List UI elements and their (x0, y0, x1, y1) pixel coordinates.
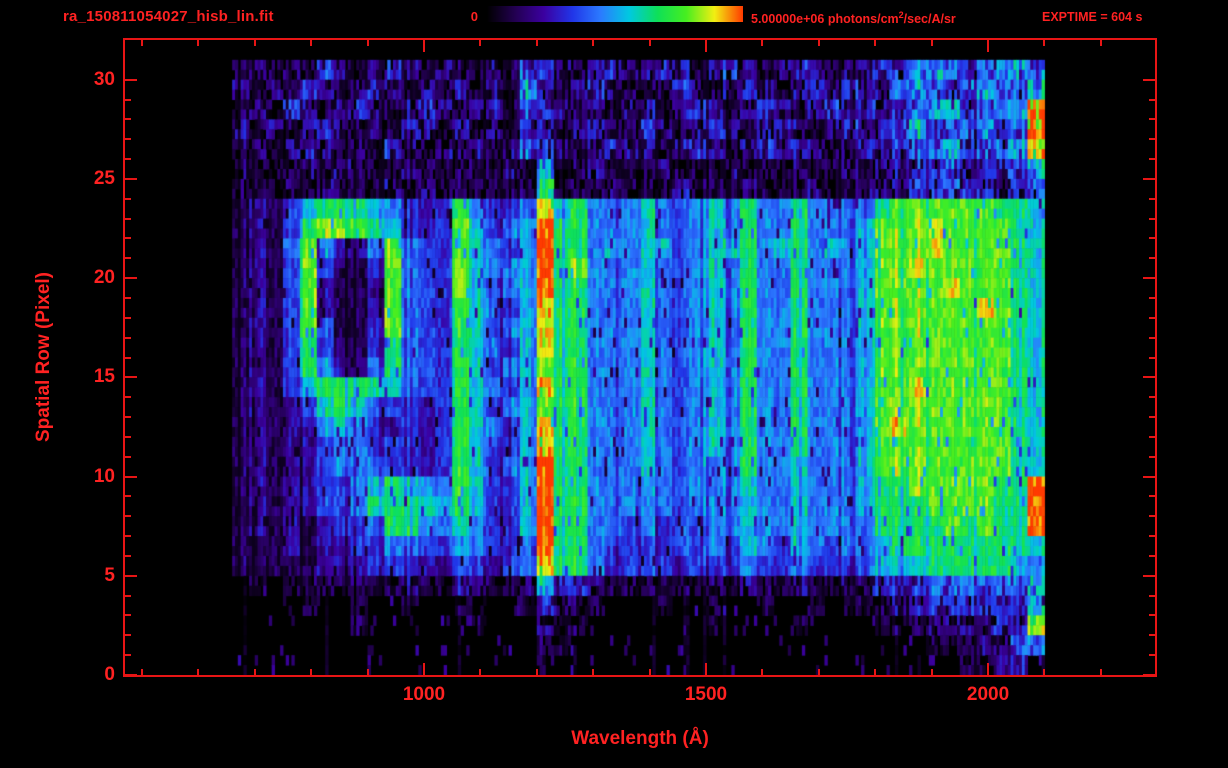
colorbar-max-value: 5.00000e+06 (751, 12, 825, 27)
colorbar-units-prefix: photons/cm (824, 12, 899, 27)
y-tick-label: 15 (93, 366, 115, 388)
colorbar-min-label: 0 (470, 9, 478, 24)
colorbar-units-suffix: /sec/A/sr (903, 12, 956, 27)
y-tick-label: 10 (93, 465, 115, 487)
filename-title: ra_150811054027_hisb_lin.fit (63, 8, 274, 25)
x-tick-label: 1000 (402, 684, 446, 705)
x-tick-label: 2000 (966, 684, 1010, 705)
colorbar-max-label: 5.00000e+06 photons/cm2/sec/A/sr (751, 10, 956, 26)
exptime-label: EXPTIME = 604 s (1042, 10, 1143, 24)
y-tick-label: 20 (93, 267, 115, 289)
spectrogram-heatmap (125, 40, 1155, 675)
y-tick-label: 5 (104, 564, 115, 586)
y-tick-label: 0 (104, 664, 115, 685)
x-axis-title: Wavelength (Å) (571, 728, 709, 749)
y-axis-title: Spatial Row (Pixel) (33, 272, 54, 442)
x-tick-label: 1500 (684, 684, 728, 705)
y-tick-label: 30 (93, 68, 115, 90)
colorbar-gradient (487, 6, 743, 22)
y-tick-label: 25 (93, 167, 115, 189)
colorbar-units-superscript: 2 (898, 10, 904, 20)
